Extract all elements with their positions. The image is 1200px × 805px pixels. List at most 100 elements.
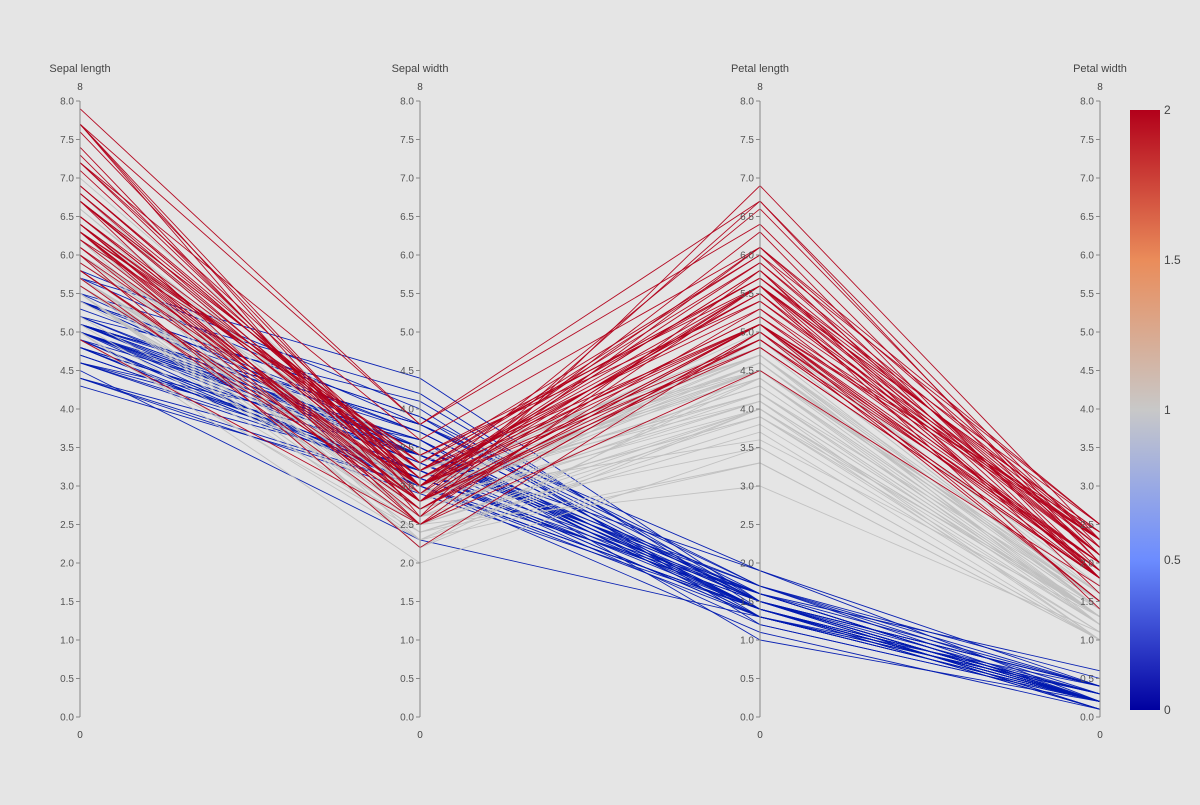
tick-label: 3.0	[400, 482, 414, 493]
tick-label: 1.5	[400, 597, 414, 608]
tick-label: 0.5	[740, 674, 754, 685]
tick-label: 4.0	[60, 405, 74, 416]
axis-title[interactable]: Petal length	[731, 63, 789, 75]
tick-label: 5.5	[400, 289, 414, 300]
tick-label: 5.5	[1080, 289, 1094, 300]
tick-label: 8.0	[400, 97, 414, 108]
colorbar-tick-label: 0	[1164, 703, 1171, 717]
tick-label: 4.5	[1080, 366, 1094, 377]
tick-label: 1.5	[1080, 597, 1094, 608]
tick-label: 3.0	[740, 482, 754, 493]
tick-label: 3.5	[740, 443, 754, 454]
tick-label: 4.5	[740, 366, 754, 377]
tick-label: 5.5	[740, 289, 754, 300]
data-line-group-2-47	[79, 216, 1101, 564]
data-line-group-2-6	[79, 339, 1101, 587]
colorbar-tick-label: 0.5	[1164, 553, 1181, 567]
data-line-group-0-37	[79, 339, 1101, 710]
tick-label: 4.0	[740, 405, 754, 416]
data-lines	[79, 108, 1101, 710]
axis-title[interactable]: Petal width	[1073, 63, 1127, 75]
axis-range-max-label: 8	[417, 82, 423, 93]
data-line-group-2-9	[79, 162, 1101, 525]
data-line-group-2-43	[79, 193, 1101, 541]
data-line-group-1-31	[79, 293, 1101, 641]
axis-range-min-label: 0	[1097, 730, 1103, 741]
axis-title[interactable]: Sepal width	[392, 63, 449, 75]
tick-label: 4.0	[400, 405, 414, 416]
data-line-group-1-43	[79, 331, 1101, 641]
colorbar-gradient	[1130, 110, 1160, 710]
colorbar: 0 0.5 1 1.5 2	[1130, 103, 1181, 717]
data-line-group-2-17	[79, 123, 1101, 548]
data-line-group-2-40	[79, 200, 1101, 533]
tick-label: 7.0	[740, 174, 754, 185]
data-line-group-1-39	[79, 293, 1101, 618]
data-line-group-2-48	[79, 239, 1101, 541]
tick-label: 2.0	[740, 559, 754, 570]
tick-label: 2.0	[60, 559, 74, 570]
tick-label: 6.0	[400, 251, 414, 262]
tick-label: 6.0	[740, 251, 754, 262]
tick-label: 5.0	[400, 328, 414, 339]
tick-label: 1.5	[60, 597, 74, 608]
tick-label: 7.0	[1080, 174, 1094, 185]
tick-label: 0.5	[400, 674, 414, 685]
tick-label: 0.5	[60, 674, 74, 685]
tick-label: 2.5	[60, 520, 74, 531]
tick-label: 0.0	[400, 713, 414, 724]
tick-label: 0.0	[740, 713, 754, 724]
axis-range-min-label: 0	[417, 730, 423, 741]
axis-range-max-label: 8	[77, 82, 83, 93]
tick-label: 8.0	[1080, 97, 1094, 108]
tick-label: 7.5	[1080, 135, 1094, 146]
tick-label: 3.5	[1080, 443, 1094, 454]
tick-label: 8.0	[740, 97, 754, 108]
tick-label: 6.5	[400, 212, 414, 223]
tick-label: 7.0	[60, 174, 74, 185]
tick-label: 1.0	[400, 636, 414, 647]
data-line-group-2-19	[79, 254, 1101, 602]
tick-label: 2.5	[400, 520, 414, 531]
tick-label: 2.0	[1080, 559, 1094, 570]
axis-range-min-label: 0	[757, 730, 763, 741]
tick-label: 4.0	[1080, 405, 1094, 416]
axis-3[interactable]: Petal width 8 00.0 0.5 1.0 1.5 2.0 2.5 3.0 3.5 4.0…	[1073, 63, 1127, 741]
axes: Sepal length800.00.51.01.52.02.53.03.54.…	[49, 63, 1126, 741]
tick-label: 1.0	[60, 636, 74, 647]
axis-1[interactable]: Sepal width 8 00.0 0.5 1.0 1.5 2.0 2.5 3.0 3.5 4.0…	[392, 63, 449, 741]
tick-label: 7.5	[740, 135, 754, 146]
tick-label: 4.5	[400, 366, 414, 377]
data-line-group-2-42	[79, 270, 1101, 572]
tick-label: 6.0	[60, 251, 74, 262]
tick-label: 6.5	[60, 212, 74, 223]
axis-2[interactable]: Petal length 8 00.0 0.5 1.0 1.5 2.0 2.5 3.0 3.5 4.…	[731, 63, 789, 741]
tick-label: 1.0	[1080, 636, 1094, 647]
tick-label: 2.5	[740, 520, 754, 531]
tick-label: 1.5	[740, 597, 754, 608]
axis-0[interactable]: Sepal length 8 00.0 0.5 1.0 1.5 2.0 2.5 3.0 3.5 4.…	[49, 63, 110, 741]
tick-label: 7.5	[400, 135, 414, 146]
tick-label: 5.0	[740, 328, 754, 339]
axis-range-max-label: 8	[1097, 82, 1103, 93]
tick-label: 8.0	[60, 97, 74, 108]
tick-label: 3.5	[400, 443, 414, 454]
tick-label: 3.5	[60, 443, 74, 454]
tick-label: 6.0	[1080, 251, 1094, 262]
colorbar-tick-label: 2	[1164, 103, 1171, 117]
axis-title[interactable]: Sepal length	[49, 63, 110, 75]
tick-label: 1.0	[740, 636, 754, 647]
data-line-group-1-48	[79, 323, 1101, 633]
axis-range-min-label: 0	[77, 730, 83, 741]
tick-label: 4.5	[60, 366, 74, 377]
tick-label: 5.5	[60, 289, 74, 300]
tick-label: 7.5	[60, 135, 74, 146]
tick-label: 6.5	[740, 212, 754, 223]
tick-label: 0.5	[1080, 674, 1094, 685]
colorbar-tick-label: 1.5	[1164, 253, 1181, 267]
tick-label: 3.0	[60, 482, 74, 493]
tick-label: 6.5	[1080, 212, 1094, 223]
tick-label: 3.0	[1080, 482, 1094, 493]
data-line-group-2-22	[79, 123, 1101, 564]
